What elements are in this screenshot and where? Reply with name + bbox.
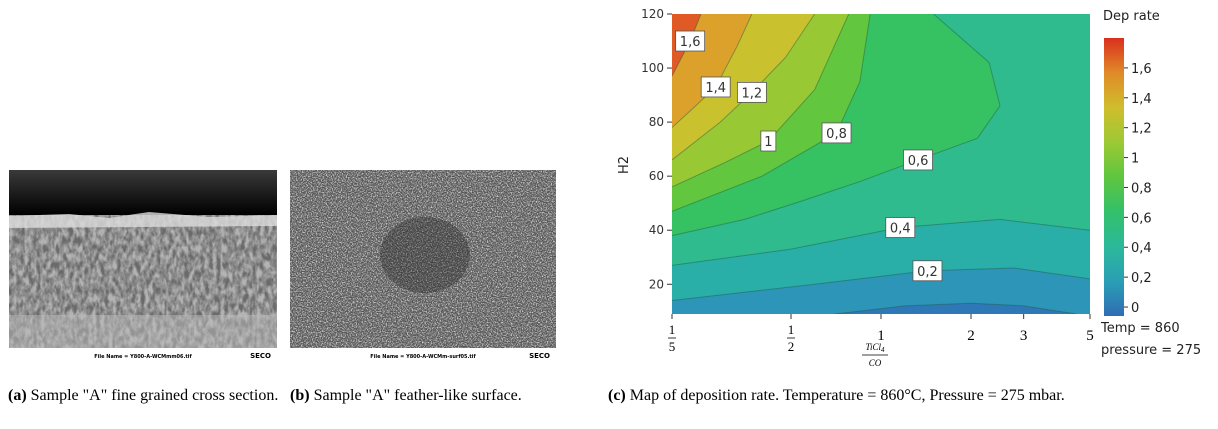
colorbar-tick-label: 0,6 [1131, 211, 1152, 226]
y-tick-label: 40 [649, 223, 664, 237]
contour-label: 0,6 [908, 154, 929, 169]
colorbar-tick-label: 0,2 [1131, 271, 1152, 286]
contour-fills [672, 14, 1090, 314]
y-tick-label: 120 [641, 7, 664, 21]
caption-label: (b) [290, 387, 310, 404]
annotation: Temp = 860 [1100, 321, 1180, 336]
caption-label: (c) [608, 387, 626, 404]
y-tick-label: 60 [649, 169, 664, 183]
contour-label: 0,8 [826, 127, 847, 142]
colorbar-tick-label: 1 [1131, 152, 1139, 167]
caption: (b) Sample "A" feather-like surface. [290, 386, 558, 406]
colorbar [1104, 38, 1124, 316]
contour-label: 0,4 [890, 222, 911, 237]
contour-label: 1 [764, 135, 772, 150]
x-tick-denominator: 2 [788, 339, 795, 354]
annotation: pressure = 275 [1101, 343, 1201, 358]
x-axis-label-denominator: CO [869, 358, 882, 368]
x-tick-numerator: 1 [669, 322, 676, 337]
colorbar-title: Dep rate [1103, 9, 1160, 24]
contour-label: 1,4 [705, 81, 726, 96]
figure: File Name = Y800-A-WCMmm06.tif SECO File… [0, 0, 1218, 429]
caption: (a) Sample "A" fine grained cross sectio… [8, 386, 280, 406]
x-tick-label: 2 [967, 328, 975, 344]
colorbar-tick-label: 1,2 [1131, 122, 1152, 137]
y-tick-label: 20 [649, 277, 664, 291]
x-tick-numerator: 1 [788, 322, 795, 337]
colorbar-tick-label: 0,4 [1131, 241, 1152, 256]
y-axis-label: H2 [617, 156, 632, 174]
caption: (c) Map of deposition rate. Temperature … [608, 386, 1214, 406]
colorbar-tick-label: 1,4 [1131, 92, 1152, 107]
colorbar-tick-label: 1,6 [1131, 62, 1152, 77]
contour-label: 0,2 [917, 265, 938, 280]
x-tick-label: 5 [1086, 328, 1094, 344]
x-axis-label-subscript: 4 [881, 346, 885, 354]
x-tick-label: 3 [1020, 328, 1028, 344]
x-tick-denominator: 5 [669, 339, 676, 354]
contour-label: 1,2 [742, 86, 763, 101]
caption-text: Sample "A" fine grained cross section. [31, 387, 279, 404]
x-tick-label: 1 [877, 328, 885, 344]
caption-text: Map of deposition rate. Temperature = 86… [630, 387, 1065, 404]
y-tick-label: 100 [641, 61, 664, 75]
contour-label: 1,6 [680, 35, 701, 50]
y-tick-label: 80 [649, 115, 664, 129]
caption-label: (a) [8, 387, 27, 404]
contour-chart: Dep rate H2 Temp = 860 pressure = 275 Ti… [0, 0, 1218, 380]
colorbar-tick-label: 0,8 [1131, 181, 1152, 196]
caption-text: Sample "A" feather-like surface. [314, 387, 522, 404]
colorbar-tick-label: 0 [1131, 301, 1139, 316]
